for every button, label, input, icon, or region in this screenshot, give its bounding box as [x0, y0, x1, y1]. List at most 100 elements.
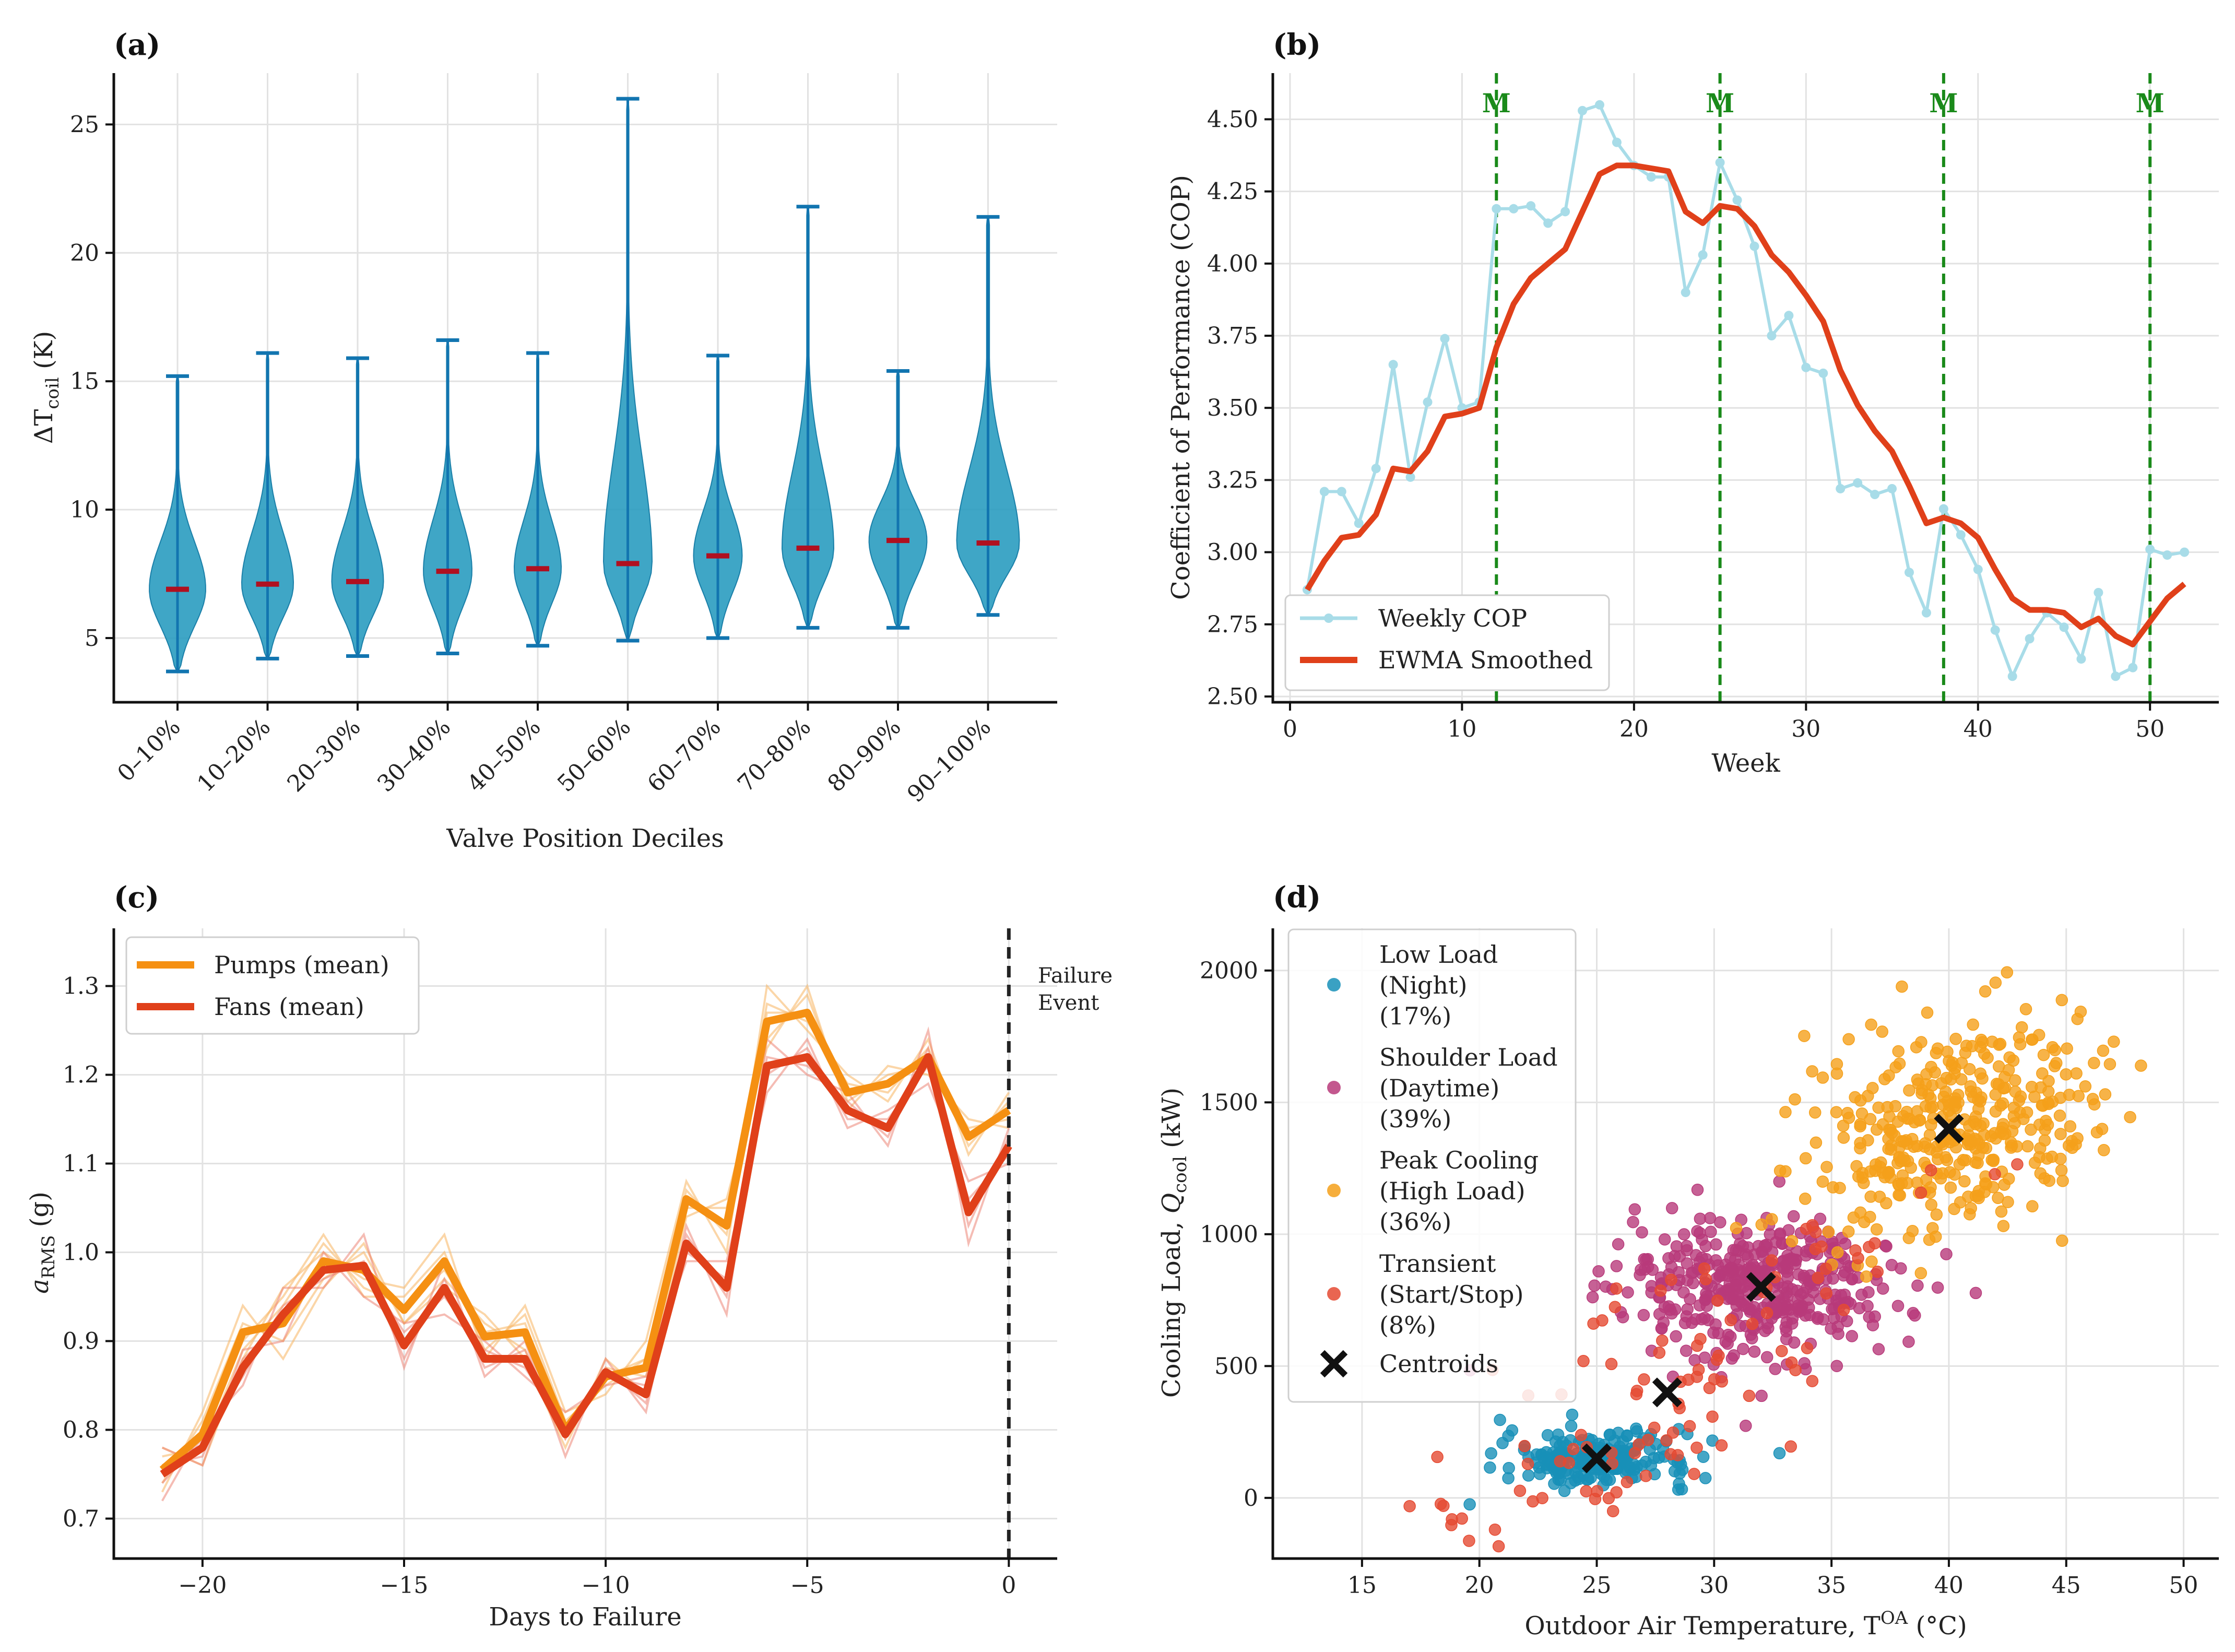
d-ytick-label: 500: [1214, 1353, 1258, 1379]
legend-cluster-marker: [1327, 1184, 1341, 1197]
scatter-point: [1972, 1189, 1984, 1202]
scatter-point: [1760, 1306, 1773, 1319]
weekly-cop-point: [1371, 464, 1381, 474]
scatter-point: [1781, 1249, 1794, 1262]
scatter-point: [1798, 1030, 1811, 1042]
a-xtick-label: 60–70%: [642, 714, 726, 797]
scatter-point: [1944, 1181, 1957, 1194]
scatter-point: [1789, 1093, 1801, 1106]
scatter-point: [1849, 1244, 1862, 1257]
legend-cluster-label: (Daytime): [1379, 1074, 1499, 1102]
a-ytick-label: 5: [85, 625, 99, 652]
scatter-point: [1685, 1267, 1698, 1279]
scatter-point: [1997, 1128, 2009, 1140]
c-ytick-label: 0.9: [63, 1328, 99, 1355]
scatter-point: [1799, 1193, 1812, 1205]
scatter-point: [1792, 1268, 1805, 1281]
c-ytick-label: 1.1: [63, 1151, 99, 1177]
fans-mean-line: [160, 1053, 1012, 1478]
scatter-point: [1641, 1260, 1654, 1273]
scatter-point: [1639, 1470, 1652, 1482]
scatter-point: [1728, 1349, 1740, 1362]
legend-fans-label: Fans (mean): [214, 993, 364, 1021]
panel-a-y-ticks: 5 10 15 20 25: [70, 111, 114, 652]
weekly-cop-point: [1801, 362, 1811, 372]
panel-b-ylabel: Coefficient of Performance (COP): [1166, 175, 1196, 600]
scatter-point: [2036, 1067, 2049, 1080]
scatter-point: [1971, 1157, 1984, 1170]
scatter-point: [1997, 1220, 2010, 1232]
panel-d-label: (d): [1273, 880, 1321, 915]
a-xtick-label: 0–10%: [112, 714, 186, 787]
scatter-point: [1648, 1421, 1661, 1434]
scatter-point: [1989, 1168, 2001, 1181]
legend-cluster-label: (Night): [1379, 971, 1467, 999]
scatter-point: [1944, 1166, 1956, 1178]
weekly-cop-point: [2128, 663, 2138, 672]
scatter-point: [2071, 1012, 2084, 1025]
scatter-point: [1682, 1373, 1695, 1386]
scatter-point: [1830, 1106, 1843, 1118]
scatter-point: [1855, 1288, 1868, 1301]
panel-a-label: (a): [114, 28, 160, 62]
scatter-point: [2054, 1128, 2067, 1140]
panel-a-xlabel: Valve Position Deciles: [446, 824, 724, 853]
scatter-point: [1846, 1330, 1858, 1342]
scatter-point: [1901, 1155, 1914, 1167]
scatter-point: [1765, 1254, 1778, 1267]
panel-d-y-ticks: 0 500 1000 1500 2000: [1200, 958, 1273, 1512]
d-xtick-label: 35: [1817, 1572, 1846, 1599]
scatter-point: [2135, 1059, 2147, 1072]
scatter-point: [1603, 1429, 1616, 1441]
violin-3: [331, 356, 384, 658]
scatter-point: [1580, 1485, 1592, 1497]
scatter-point: [1806, 1375, 1819, 1387]
weekly-cop-line: [1305, 103, 2185, 678]
scatter-point: [1726, 1287, 1739, 1300]
scatter-point: [1658, 1233, 1671, 1246]
scatter-point: [1691, 1184, 1704, 1196]
scatter-point: [1554, 1455, 1567, 1468]
panel-b-y-ticks: 2.50 2.75 3.00 3.25 3.50 3.75 4.00 4.25 4.50: [1207, 106, 1273, 710]
scatter-point: [1485, 1447, 1497, 1460]
scatter-point: [1955, 1073, 1968, 1085]
scatter-point: [2055, 994, 2068, 1007]
weekly-cop-point: [2162, 550, 2172, 560]
scatter-point: [1697, 1450, 1710, 1463]
scatter-point: [1911, 1140, 1924, 1152]
a-ytick-label: 25: [70, 111, 99, 138]
scatter-point: [1989, 976, 2002, 989]
scatter-point: [1445, 1519, 1458, 1531]
centroid-marker: [1581, 1443, 1612, 1473]
legend-cluster-label: Transient: [1379, 1249, 1496, 1278]
scatter-point: [2001, 966, 2014, 979]
scatter-point: [1873, 1190, 1886, 1203]
scatter-point: [2097, 1044, 2110, 1057]
scatter-point: [1609, 1301, 1622, 1314]
scatter-point: [1565, 1477, 1577, 1490]
weekly-cop-point: [1904, 568, 1914, 577]
scatter-point: [1842, 1033, 1855, 1046]
scatter-point: [1762, 1322, 1775, 1335]
scatter-point: [1681, 1240, 1693, 1253]
scatter-point: [1592, 1265, 1605, 1278]
scatter-point: [1535, 1448, 1548, 1461]
a-xtick-label: 80–90%: [822, 714, 906, 797]
scatter-point: [1810, 1136, 1823, 1149]
weekly-cop-point: [1973, 564, 1983, 574]
scatter-point: [1808, 1106, 1822, 1119]
b-xtick-label: 0: [1283, 716, 1297, 742]
violin-7: [693, 353, 743, 640]
weekly-cop-point: [2025, 634, 2035, 644]
scatter-point: [1677, 1286, 1690, 1299]
cluster-transient: [1403, 1158, 2024, 1553]
scatter-point: [1871, 1123, 1883, 1136]
scatter-point: [1710, 1238, 1722, 1251]
scatter-point: [1630, 1388, 1643, 1400]
scatter-point: [1820, 1287, 1832, 1300]
a-ytick-label: 20: [70, 240, 99, 266]
weekly-cop-point: [1509, 204, 1519, 214]
scatter-point: [1892, 1045, 1905, 1058]
panel-b-series: [1302, 100, 2190, 681]
scatter-point: [1786, 1312, 1799, 1325]
